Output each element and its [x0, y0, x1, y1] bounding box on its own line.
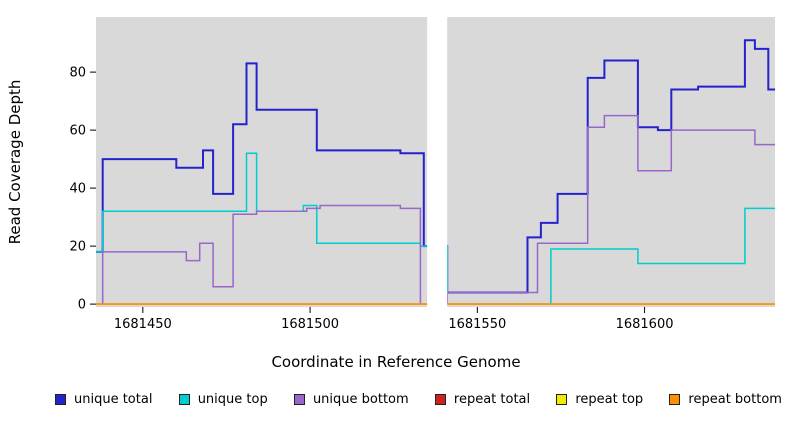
- legend-item: unique bottom: [293, 392, 409, 407]
- legend-label: unique top: [197, 392, 268, 407]
- y-tick-label: 80: [69, 66, 86, 81]
- legend-swatch: [293, 394, 305, 405]
- legend-item: unique total: [55, 392, 152, 407]
- legend-item: unique top: [178, 392, 268, 407]
- series-unique-bottom: [96, 114, 775, 305]
- legend-item: repeat bottom: [669, 392, 782, 407]
- legend-label: repeat total: [453, 392, 531, 407]
- x-tick-label: 1681600: [616, 317, 674, 332]
- series-unique-total: [96, 39, 775, 294]
- x-tick-label: 1681550: [448, 317, 506, 332]
- series-unique-top: [96, 152, 775, 305]
- legend-swatch: [434, 394, 446, 405]
- legend-label: repeat bottom: [688, 392, 782, 407]
- legend-swatch: [178, 394, 190, 405]
- coverage-chart: 1681450 1681500 1681550 1681600 0 20 40 60 80 Re…: [6, 17, 775, 332]
- x-tick-label: 1681500: [281, 317, 339, 332]
- legend-swatch: [669, 394, 681, 405]
- y-axis-title: Read Coverage Depth: [6, 80, 24, 245]
- legend-item: repeat total: [434, 392, 531, 407]
- legend-swatch: [55, 394, 66, 405]
- y-tick-label: 60: [69, 124, 86, 139]
- x-axis-title: Coordinate in Reference Genome: [271, 353, 521, 371]
- legend-swatch: [556, 394, 568, 405]
- legend-label: repeat top: [575, 392, 644, 407]
- legend-label: unique total: [74, 392, 153, 407]
- legend-label: unique bottom: [312, 392, 409, 407]
- legend-item: repeat top: [556, 392, 643, 407]
- y-tick-label: 40: [69, 182, 86, 197]
- legend: unique total unique top unique bottom repea…: [0, 392, 792, 407]
- y-tick-label: 20: [69, 240, 86, 255]
- y-tick-label: 0: [78, 298, 86, 313]
- coverage-gap: [427, 17, 448, 307]
- x-tick-label: 1681450: [114, 317, 172, 332]
- chart-layers: 1681450 1681500 1681550 1681600 0 20 40 60 80: [69, 17, 775, 332]
